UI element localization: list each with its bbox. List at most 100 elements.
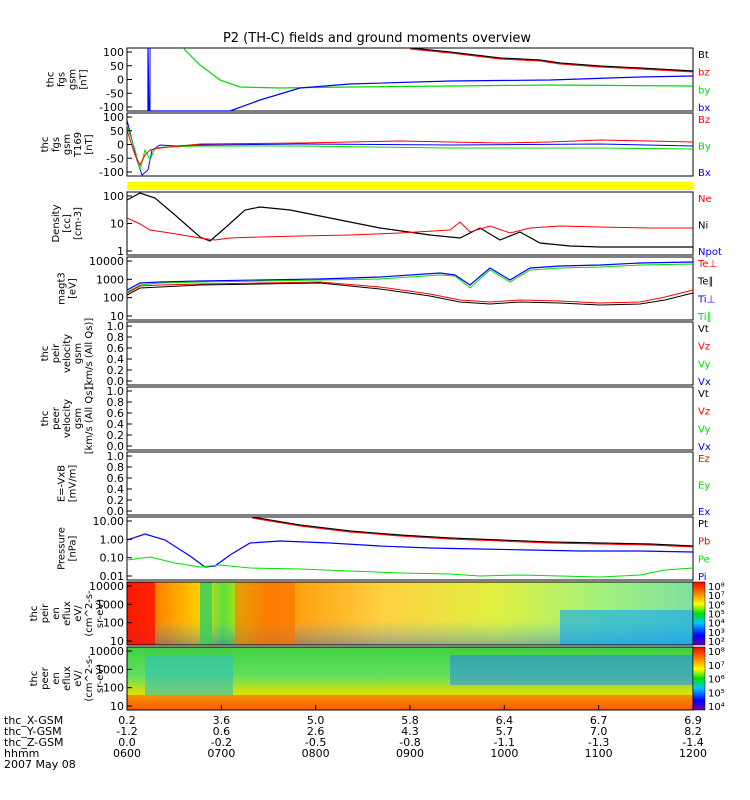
temp-tepar-line [126,282,694,306]
panel-efield-tick-label: 0.8 [107,461,125,474]
colorbar1-label: 10² [708,637,725,648]
x-axis-y-value: -1.2 [116,725,137,738]
panel-peir_vel-legend-2: Vy [698,359,711,370]
panel-peer_en-tick-label: 1000 [96,663,124,676]
panel-pressure-ylabel: Pressure [57,527,68,570]
x-axis-z-value: -0.2 [211,736,232,749]
x-axis-row-label: thc_Y-GSM [4,725,62,738]
x-axis-y-value: 8.2 [684,725,702,738]
panel-fgs_t-tick-label: 50 [110,125,124,138]
panel-peir-vel-frame [126,321,694,386]
panel-temp-tick-label: 100 [103,292,124,305]
x-axis-row-label: thc_X-GSM [4,714,63,727]
colorbar1-label: 10⁴ [708,619,725,630]
panel-density-frame [126,191,694,256]
panel-pressure-tick-label: 1.00 [100,533,125,546]
panel-density-tick-label: 10 [110,218,124,231]
panel-fgs-tick-label: 50 [110,60,124,73]
panel-peir_en-ylabel: sr-eV) [95,599,106,628]
chart-title: P2 (TH-C) fields and ground moments over… [223,31,531,46]
panel-temp-ylabel: magt3 [57,272,68,305]
panel-peir_vel-ylabel: gsm [73,343,84,364]
spec-peir-cold-band [560,610,693,645]
pressure-pi-line [126,533,694,568]
panel-fgs_t-tick-label: -100 [99,166,124,179]
panel-efield-frame [126,451,694,516]
panel-efield-legend-0: Ez [698,454,710,465]
panel-temp-tick-label: 10000 [89,255,124,268]
x-axis-y-value: 4.3 [401,725,419,738]
panel-density [126,191,694,256]
panel-peer_vel-ylabel: [km/s (All Qs)] [84,383,95,455]
panel-temp-legend-0: Te⊥ [697,259,717,270]
panel-efield-ylabel: E=-VxB [57,465,68,502]
panel-peir_vel-legend-0: Vt [698,324,709,335]
panel-fgs-legend-1: bz [698,68,710,79]
colorbar1-label: 10⁷ [708,591,725,602]
panel-peer_en-ylabel: thc [29,671,40,687]
panel-density-ylabel: [cm-3] [73,207,84,240]
panel-fgs_t-legend-1: By [698,142,711,153]
panel-pressure [126,516,694,581]
x-axis-x-value: 3.6 [213,714,231,727]
panel-density-tick-label: 1 [117,245,124,258]
panel-efield-legend-2: Ex [698,507,710,518]
panel-peir_vel-ylabel: velocity [62,334,73,373]
x-axis-hhmm-value: 1100 [585,747,613,760]
panel-fgs_t-ylabel: fgs [51,137,62,152]
panel-peer_vel-ylabel: thc [40,411,51,427]
panel-peir_en-ylabel: peir [40,603,51,623]
panel-density-ylabel: [cc] [62,214,73,233]
fgst-bz-line [126,129,694,167]
panel-pressure-frame [126,516,694,581]
x-axis-z-value: -0.8 [399,736,420,749]
panel-peer_en-tick-label: 10000 [89,645,124,658]
pressure-pb-line [251,517,694,548]
x-axis-hhmm-value: 1000 [490,747,518,760]
x-axis-x-value: 6.9 [684,714,702,727]
panel-peir_en-ylabel: eV/ [73,605,84,622]
panel-peer_vel-tick-label: 0.4 [107,418,125,431]
x-axis-row-label: thc_Z-GSM [4,736,64,749]
panel-fgs-tick-label: 100 [103,46,124,59]
panel-peir_vel-tick-label: 1.0 [107,320,125,333]
x-axis-hhmm-value: 0800 [302,747,330,760]
panel-peer_en-ylabel: eflux [62,666,73,691]
panel-pressure-ylabel: [nPa] [68,535,79,561]
colorbar1-label: 10⁶ [708,600,725,611]
colorbar-peir [692,581,706,646]
panel-efield-tick-label: 0.6 [107,472,125,485]
panel-peir_en-ylabel: eflux [62,601,73,626]
panel-peer_vel-tick-label: 0.2 [107,429,125,442]
x-axis-hhmm-value: 1200 [679,747,707,760]
panel-fgs_t-tick-label: 100 [103,111,124,124]
x-axis-x-value: 5.8 [401,714,419,727]
panel-fgs-legend-2: by [698,85,710,96]
x-axis-y-value: 0.6 [213,725,231,738]
panel-fgs-ylabel: gsm [68,69,79,90]
panel-fgs_t-ylabel: thc [40,137,51,153]
fgs-bz-line [409,48,694,73]
x-axis-row-label: hhmm [4,747,39,760]
panel-fgs_t-tick-label: -50 [106,152,124,165]
panel-fgs_t-legend-0: Bz [698,115,710,126]
panel-fgs-ylabel: fgs [57,72,68,87]
temp-tipar-line [126,263,694,293]
panel-peir_en-ylabel: thc [29,606,40,622]
spec-peir-orange-band [235,582,295,645]
panel-pressure-legend-2: Pe [698,554,710,565]
panel-fgs_t-ylabel: gsm [62,134,73,155]
panel-fgs-frame [126,47,694,112]
panel-peer-en [126,646,706,711]
x-axis-x-value: 0.2 [118,714,136,727]
panel-fgs_t-tick-label: 0 [117,139,124,152]
panel-peer_vel-legend-1: Vz [698,407,710,418]
panel-peir_vel-ylabel: thc [40,346,51,362]
x-axis-z-value: -1.3 [588,736,609,749]
panel-efield-legend-1: Ey [698,481,710,492]
colorbar2-label: 10⁸ [708,647,725,658]
colorbar1-label: 10⁸ [708,582,725,593]
panel-pressure-legend-0: Pt [698,519,708,530]
pressure-pe-line [126,556,694,578]
